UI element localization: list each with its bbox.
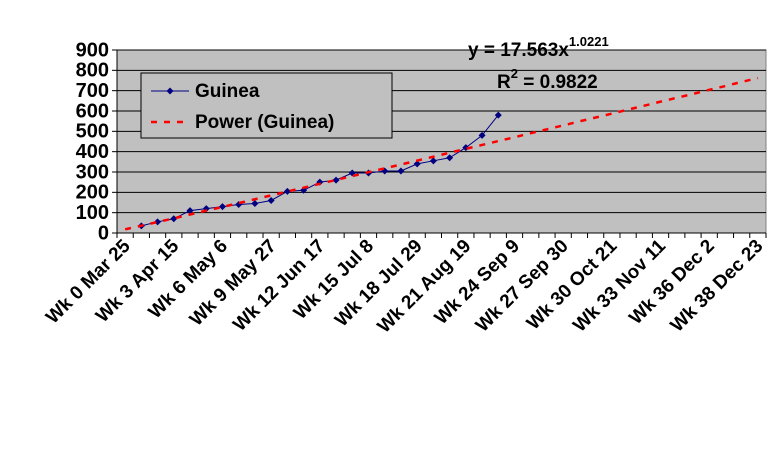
equation-text: y = 17.563x — [468, 40, 569, 61]
marker — [332, 176, 340, 184]
marker — [170, 215, 178, 223]
y-tick-label: 500 — [76, 121, 109, 143]
trend-line — [124, 76, 759, 231]
y-tick-label: 200 — [76, 182, 109, 204]
marker — [494, 111, 502, 119]
y-tick-label: 300 — [76, 161, 109, 183]
marker — [267, 196, 275, 204]
equation-exponent: 1.0221 — [569, 34, 609, 49]
marker — [218, 203, 226, 211]
legend-label: Power (Guinea) — [195, 112, 334, 133]
marker — [413, 160, 421, 168]
r-exponent: 2 — [511, 66, 518, 81]
legend-marker — [166, 87, 174, 95]
marker — [397, 167, 405, 175]
marker — [283, 187, 291, 195]
y-tick-label: 400 — [76, 141, 109, 163]
legend: Guinea Power (Guinea) — [140, 72, 393, 139]
r-text: = 0.9822 — [518, 72, 598, 93]
r-squared: R2 = 0.9822 — [497, 66, 598, 93]
y-tick-label: 100 — [76, 202, 109, 224]
marker — [251, 200, 259, 208]
marker — [446, 154, 454, 162]
marker — [478, 131, 486, 139]
y-tick-label: 800 — [76, 60, 109, 82]
marker — [429, 157, 437, 165]
marker — [300, 186, 308, 194]
y-tick-label: 0 — [98, 222, 109, 244]
trend-equation: y = 17.563x1.0221 — [468, 34, 609, 61]
y-tick-label: 600 — [76, 100, 109, 122]
marker — [186, 207, 194, 215]
y-tick-label: 900 — [76, 39, 109, 61]
r-symbol: R — [497, 72, 511, 93]
legend-box — [140, 72, 393, 139]
y-tick-label: 700 — [76, 80, 109, 102]
legend-label: Guinea — [195, 81, 260, 102]
